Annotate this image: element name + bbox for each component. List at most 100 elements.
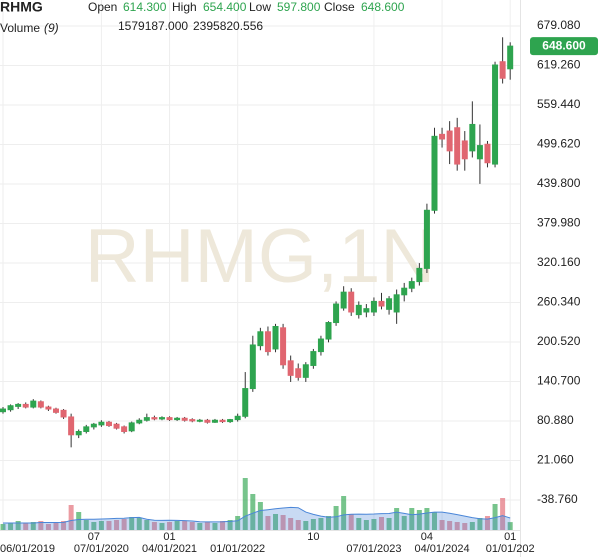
x-tick-label: 10 [307,531,319,543]
candle-body [393,294,400,313]
candle-body [143,417,150,421]
candle-body [340,291,347,309]
volume-bar [469,522,475,530]
candle-body [317,338,324,353]
candle-body [454,127,461,165]
volume-bar [159,523,165,530]
candle-body [45,406,52,410]
volume-bar [401,516,407,530]
legend-value: 597.800 [277,0,321,14]
y-tick-label: 559.440 [537,97,581,111]
candle-body [310,351,317,366]
candle-body [378,300,385,307]
y-tick-label: 21.060 [537,453,574,467]
volume-bar [265,516,271,530]
candle-body [325,322,332,340]
candle-body [439,133,446,140]
volume-bar [129,517,135,530]
candle-body [83,426,90,432]
candle-body [136,419,143,424]
candle-body [280,327,287,366]
x-tick-label: 07/01/2023 [346,543,401,555]
volume-bar [38,521,44,530]
volume-bar [144,520,150,530]
candle-body [189,419,196,422]
candle-body [484,143,491,164]
candle-body [295,368,302,378]
volume-bar [242,478,248,530]
volume-bar [447,521,453,530]
volume-bar [45,524,51,530]
volume-bar [288,518,294,530]
volume-bar [477,518,483,530]
volume-bar [409,508,415,530]
candle-body [158,417,165,420]
candle-body [408,281,415,289]
x-tick-label: 07 [88,531,100,543]
volume-bar [507,522,513,530]
legend-value: 648.600 [361,0,405,14]
candle-body [68,416,75,436]
volume-bar [363,520,369,530]
volume-ma-value: 2395820.556 [193,19,263,33]
volume-bar [492,504,498,530]
candle-body [7,405,14,411]
y-axis: 679.080 619.260 559.440 499.620 439.800 379.9… [530,18,598,506]
candle-body [227,419,234,423]
volume-panel [0,478,513,530]
candle-body [204,419,211,423]
volume-bar [310,519,316,530]
candle-body [98,421,105,426]
volume-bar [114,520,120,530]
legend-label: High [172,0,197,14]
candle-body [60,409,67,418]
volume-bar [174,521,180,530]
candle-body [52,408,59,413]
candle-body [287,360,294,376]
volume-bar [167,522,173,530]
candle-body [113,423,120,429]
candle-body [242,388,249,417]
candle-body [75,430,82,436]
volume-bar [454,522,460,530]
volume-bar [189,522,195,530]
candle-body [416,267,423,283]
candle-body [37,401,44,408]
candle-body [30,400,37,408]
candle-body [446,130,453,152]
volume-bar [356,518,362,530]
volume-ma-area [3,507,511,530]
candle-body [302,364,309,378]
x-tick-label: 01 [504,531,516,543]
volume-bar [220,521,226,530]
volume-bar [121,519,127,530]
candle-body [234,415,241,421]
candle-body [355,304,362,316]
y-tick-label: 80.880 [537,413,574,427]
volume-bar [212,523,218,530]
legend-value: 654.400 [203,0,247,14]
candle-body [151,417,158,420]
candle-body [363,308,370,313]
volume-bar [424,508,430,530]
candle-body [90,423,97,428]
volume-bar [106,521,112,530]
watermark: RHMG,1N [85,214,435,299]
candle-body [370,300,377,313]
x-tick-label: 06/01/2019 [0,543,55,555]
candle-body [476,145,483,160]
x-tick-label: 04/01/2024 [415,543,470,555]
candle-body [461,140,468,160]
legend-label: Open [88,0,117,14]
volume-bar [318,518,324,530]
volume-bar [8,523,14,530]
volume-bar [30,522,36,530]
y-tick-label: 499.620 [537,137,581,151]
last-price-label: 648.600 [542,38,586,52]
volume-bar [197,523,203,530]
candle-body [499,61,506,79]
candle-body [249,344,256,390]
ohlc-legend: Open 614.300 High 654.400 Low 597.800 Close 648… [88,0,405,14]
volume-bar [15,521,21,530]
